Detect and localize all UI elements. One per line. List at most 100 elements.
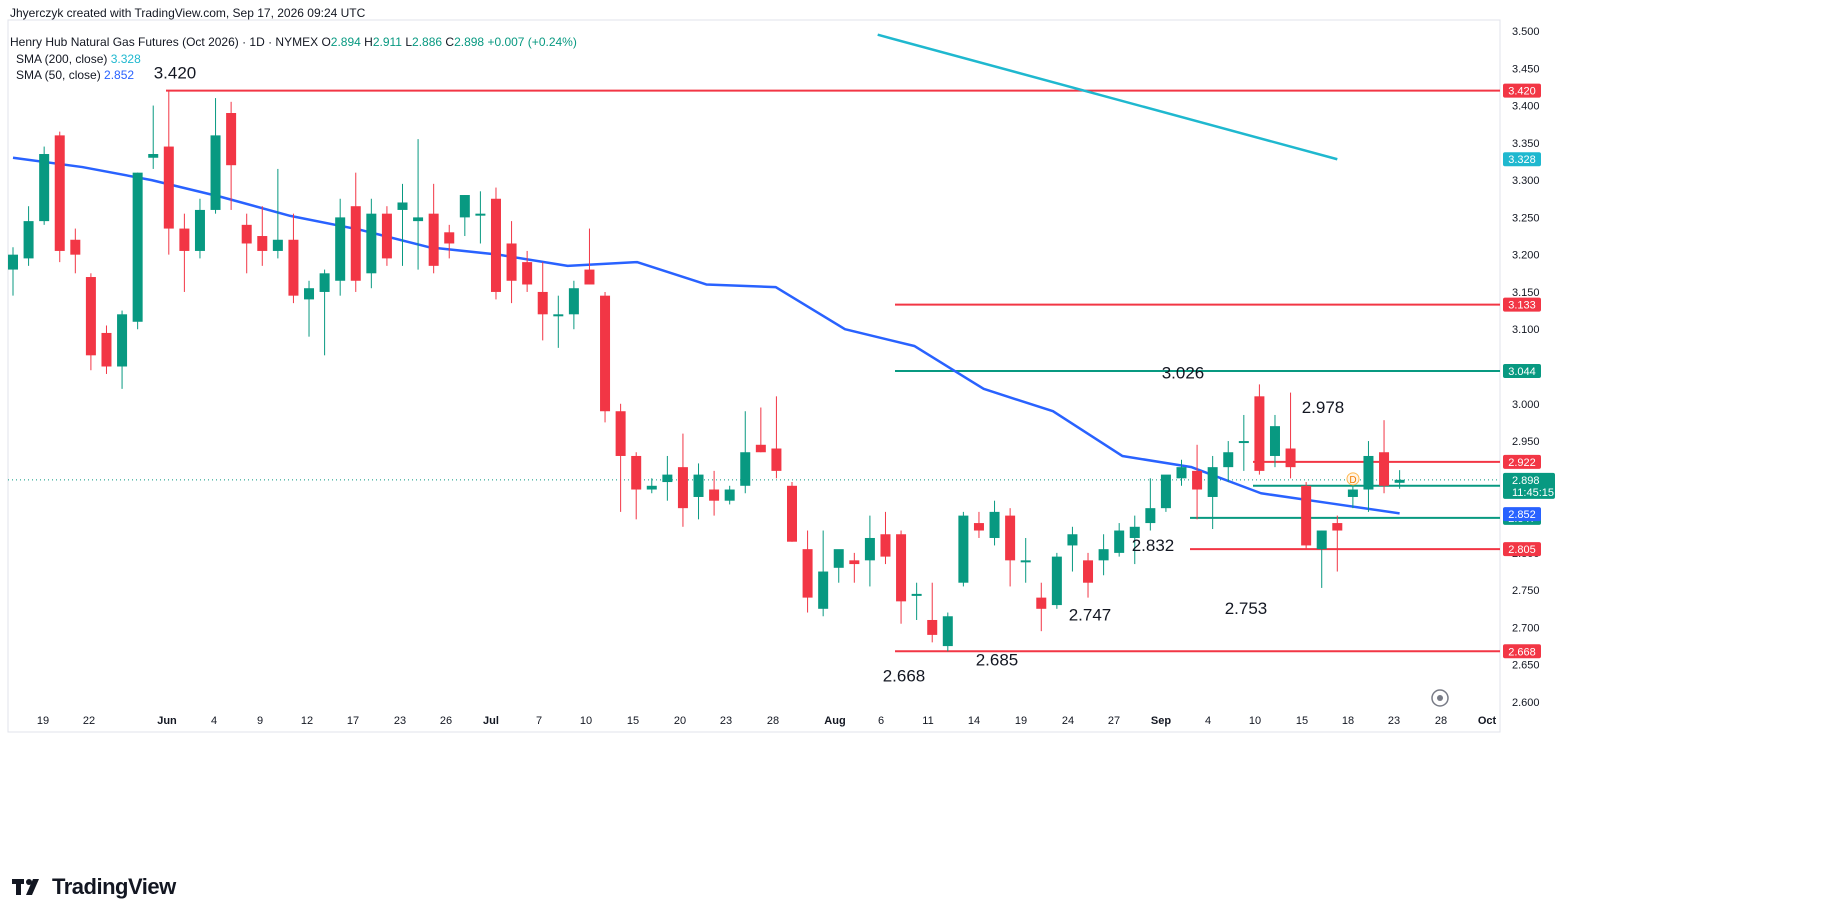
x-tick-label: Jun bbox=[157, 715, 177, 727]
candle-down bbox=[537, 291, 548, 315]
candle-up bbox=[864, 537, 875, 561]
sma50-value: 2.852 bbox=[104, 68, 135, 82]
d-marker-text: D bbox=[1349, 475, 1356, 486]
candle-up bbox=[39, 154, 50, 222]
ohlc-open: 2.894 bbox=[330, 35, 361, 49]
candle-down bbox=[257, 236, 268, 251]
level-tag: 2.668 bbox=[1503, 644, 1541, 659]
candle-up bbox=[23, 221, 34, 259]
candle-up bbox=[833, 549, 844, 568]
x-tick-label: 11 bbox=[922, 715, 933, 727]
candle-up bbox=[740, 452, 751, 486]
time-axis[interactable]: 19 22 Jun 4 9 12 17 23 26 Jul 7 10 15 20 23 28 Aug 6 11 14 1… bbox=[37, 715, 1497, 727]
x-tick-label: 23 bbox=[720, 715, 732, 727]
grid bbox=[7, 19, 1501, 733]
sma50-label: SMA (50, close) bbox=[16, 68, 101, 82]
candle-down bbox=[179, 228, 190, 251]
sma50-legend[interactable]: SMA (50, close) 2.852 bbox=[16, 68, 134, 83]
candle-down bbox=[709, 489, 720, 501]
candle-down bbox=[787, 485, 797, 542]
ohlc-high: 2.911 bbox=[372, 35, 402, 49]
x-tick-label: Aug bbox=[824, 715, 845, 727]
x-tick-label: 10 bbox=[1249, 715, 1261, 727]
x-tick-label: 28 bbox=[767, 715, 779, 727]
y-tick-label: 3.450 bbox=[1512, 63, 1540, 75]
candle-down bbox=[1005, 515, 1016, 561]
price-annotation: 3.026 bbox=[1162, 363, 1205, 382]
candle-up bbox=[989, 511, 1000, 538]
x-tick-label: Oct bbox=[1478, 715, 1497, 727]
candle-up bbox=[117, 314, 128, 367]
candle-up bbox=[818, 571, 829, 609]
candle-up bbox=[693, 474, 704, 497]
y-tick-label: 3.100 bbox=[1512, 324, 1540, 336]
y-tick-label: 3.250 bbox=[1512, 212, 1540, 224]
price-annotations: 3.420 3.026 2.978 2.832 2.753 2.747 2.685 2.668… bbox=[154, 64, 1449, 707]
d-marker-circle bbox=[1346, 472, 1360, 486]
candle-down bbox=[101, 332, 112, 367]
candle-down bbox=[226, 113, 237, 166]
candle-down bbox=[490, 198, 501, 292]
candle-up bbox=[1238, 441, 1249, 444]
level-tag-text: 2.922 bbox=[1508, 457, 1536, 469]
x-tick-label: 23 bbox=[394, 715, 406, 727]
x-tick-label: 10 bbox=[580, 715, 592, 727]
sma200-legend[interactable]: SMA (200, close) 3.328 bbox=[16, 52, 141, 67]
x-tick-label: 24 bbox=[1062, 715, 1074, 727]
candle-down bbox=[615, 411, 626, 456]
price-axis[interactable]: 3.500 3.450 3.400 3.350 3.300 3.250 3.200 3.150… bbox=[1503, 26, 1555, 709]
candle-up bbox=[1160, 474, 1171, 509]
sma50-line bbox=[12, 156, 1400, 515]
level-tag-text: 3.420 bbox=[1508, 86, 1536, 98]
x-tick-label: 7 bbox=[536, 715, 542, 727]
last-price-tag-bg bbox=[1503, 472, 1555, 499]
candle-up bbox=[1067, 534, 1078, 546]
moving-averages bbox=[12, 33, 1400, 515]
level-tag-text: 2.668 bbox=[1508, 646, 1536, 658]
ohlc-low: 2.886 bbox=[412, 35, 443, 49]
x-tick-label: 19 bbox=[1015, 715, 1027, 727]
candle-down bbox=[584, 269, 595, 285]
ohlc-open-label: O bbox=[321, 35, 331, 49]
y-tick-label: 3.350 bbox=[1512, 138, 1540, 150]
y-tick-label: 3.150 bbox=[1512, 287, 1540, 299]
candle-down bbox=[1379, 452, 1390, 486]
candle-down bbox=[1192, 470, 1203, 490]
x-tick-label: 18 bbox=[1342, 715, 1354, 727]
price-annotation: 2.668 bbox=[883, 666, 926, 685]
candle-up bbox=[475, 213, 486, 216]
candle-up bbox=[1051, 556, 1062, 606]
candle-down bbox=[973, 523, 984, 531]
candle-up bbox=[553, 314, 564, 317]
dividend-marker: D bbox=[1346, 472, 1360, 486]
x-tick-label: 12 bbox=[301, 715, 313, 727]
y-tick-label: 3.300 bbox=[1512, 175, 1540, 187]
x-tick-label: 20 bbox=[674, 715, 686, 727]
level-tag: 2.805 bbox=[1503, 542, 1541, 557]
candle-down bbox=[1301, 485, 1312, 546]
candle-down bbox=[677, 467, 688, 509]
candle-down bbox=[896, 534, 907, 602]
candle-down bbox=[927, 619, 938, 635]
sma50-tag: 2.852 bbox=[1503, 507, 1541, 522]
candle-up bbox=[1098, 549, 1109, 561]
candle-down bbox=[381, 213, 392, 259]
level-tag-text: 3.133 bbox=[1508, 300, 1536, 312]
candle-up bbox=[304, 288, 315, 300]
screenshot-icon-dot bbox=[1437, 695, 1443, 701]
candle-up bbox=[1363, 455, 1374, 490]
tradingview-logo-icon bbox=[12, 877, 46, 897]
y-tick-label: 3.000 bbox=[1512, 399, 1540, 411]
candle-up bbox=[724, 489, 735, 501]
horizontal-levels bbox=[8, 89, 1500, 653]
ohlc-close-label: C bbox=[445, 35, 455, 49]
tradingview-logo[interactable]: TradingView bbox=[12, 874, 176, 900]
x-tick-label: 22 bbox=[83, 715, 95, 727]
x-tick-label: 17 bbox=[347, 715, 359, 727]
x-tick-label: 19 bbox=[37, 715, 49, 727]
candle-up bbox=[366, 213, 377, 274]
x-tick-label: Sep bbox=[1151, 715, 1171, 727]
x-tick-label: 23 bbox=[1388, 715, 1400, 727]
level-tag-text: 3.044 bbox=[1508, 366, 1536, 378]
